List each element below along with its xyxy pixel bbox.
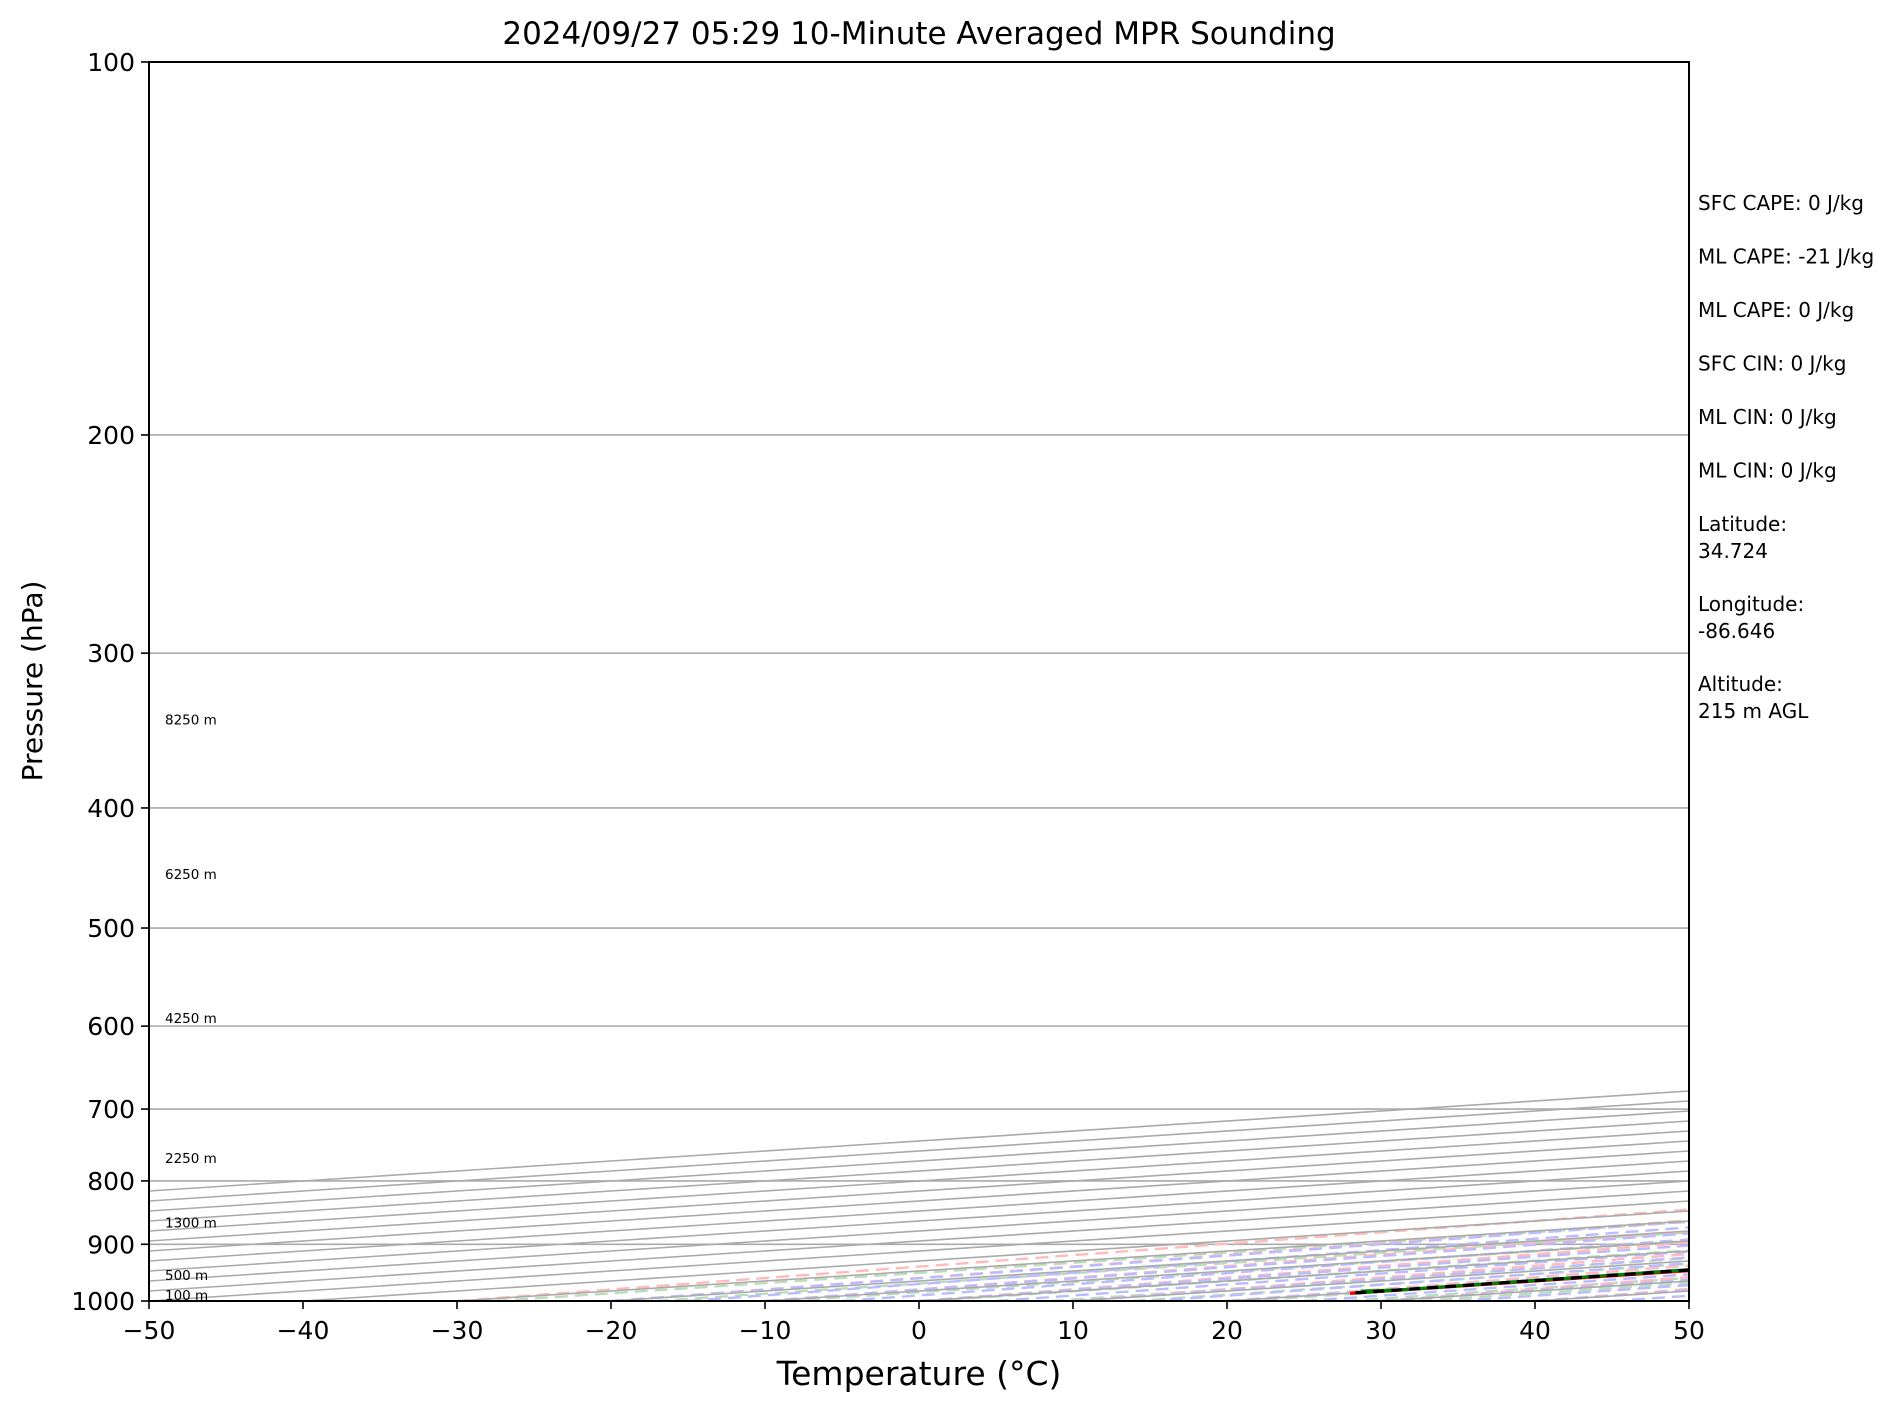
location-label: Altitude:	[1698, 672, 1783, 696]
height-label: 100 m	[165, 1288, 208, 1304]
mixing-ratio-line	[655, 1231, 1689, 1301]
y-axis-ticks: 100 200 300 400 500 600 700 800 900 1000	[71, 48, 149, 1316]
sounding-index-text: SFC CAPE: 0 J/kg	[1698, 191, 1864, 215]
location-label: Latitude:	[1698, 512, 1787, 536]
x-tick-label: 0	[911, 1316, 927, 1345]
height-labels: 8250 m 6250 m 4250 m 2250 m 1300 m 500 m 100 m	[165, 713, 217, 1305]
x-tick-label: −50	[123, 1316, 176, 1345]
sounding-index-text: ML CAPE: 0 J/kg	[1698, 298, 1854, 322]
sounding-index-text: ML CIN: 0 J/kg	[1698, 459, 1837, 483]
isotherms	[149, 1090, 1689, 1301]
plot-frame	[148, 61, 1690, 1302]
horizontal-gridlines	[149, 62, 1689, 1301]
sounding-series	[1349, 1268, 1689, 1295]
height-label: 4250 m	[165, 1011, 217, 1027]
height-label: 1300 m	[165, 1216, 217, 1232]
parcel-profile-line	[1355, 1268, 1689, 1295]
x-tick-label: 20	[1211, 1316, 1243, 1345]
x-tick-label: −30	[431, 1316, 484, 1345]
y-tick-label: 100	[87, 48, 135, 77]
mixing-ratio-lines	[494, 1220, 1689, 1301]
x-tick-label: −10	[739, 1316, 792, 1345]
y-tick-label: 900	[87, 1230, 135, 1259]
x-tick-label: 30	[1365, 1316, 1397, 1345]
x-tick-label: 50	[1673, 1316, 1705, 1345]
mixing-ratio-line	[1345, 1276, 1689, 1301]
location-value: 215 m AGL	[1698, 699, 1809, 723]
x-tick-label: 40	[1519, 1316, 1551, 1345]
x-tick-label: −40	[277, 1316, 330, 1345]
y-axis-label: Pressure (hPa)	[16, 581, 49, 782]
location-value: 34.724	[1698, 539, 1768, 563]
sounding-info-panel: SFC CAPE: 0 J/kg ML CAPE: -21 J/kg ML CAPE…	[1698, 191, 1874, 723]
mixing-ratio-line	[494, 1220, 1689, 1301]
y-tick-label: 400	[87, 794, 135, 823]
x-tick-label: −20	[585, 1316, 638, 1345]
sounding-index-text: ML CAPE: -21 J/kg	[1698, 245, 1874, 269]
location-label: Longitude:	[1698, 592, 1804, 616]
sounding-index-text: ML CIN: 0 J/kg	[1698, 405, 1837, 429]
height-label: 6250 m	[165, 867, 217, 883]
dry-adiabats	[456, 1208, 1689, 1301]
isotherm-line	[456, 1220, 1689, 1301]
isotherm-line	[149, 1200, 1689, 1301]
y-tick-label: 1000	[71, 1287, 135, 1316]
x-axis-label: Temperature (°C)	[776, 1354, 1062, 1393]
location-value: -86.646	[1698, 619, 1775, 643]
y-tick-label: 300	[87, 639, 135, 668]
height-label: 2250 m	[165, 1151, 217, 1167]
sounding-index-text: SFC CIN: 0 J/kg	[1698, 352, 1846, 376]
x-tick-label: 10	[1057, 1316, 1089, 1345]
y-tick-label: 200	[87, 421, 135, 450]
y-tick-label: 600	[87, 1012, 135, 1041]
height-label: 500 m	[165, 1268, 208, 1284]
dry-adiabat-line	[456, 1208, 1689, 1301]
isotherm-line	[149, 1090, 1689, 1192]
isotherm-line	[302, 1210, 1689, 1301]
y-tick-label: 700	[87, 1095, 135, 1124]
y-tick-label: 800	[87, 1167, 135, 1196]
x-axis-ticks: −50 −40 −30 −20 −10 0 10 20 30 40 50	[123, 1301, 1705, 1345]
isotherm-line	[149, 1110, 1689, 1212]
y-tick-label: 500	[87, 914, 135, 943]
temperature-profile-line	[1349, 1268, 1689, 1295]
height-label: 8250 m	[165, 713, 217, 729]
chart-title: 2024/09/27 05:29 10-Minute Averaged MPR …	[502, 16, 1335, 52]
dewpoint-profile-line	[1355, 1268, 1689, 1295]
